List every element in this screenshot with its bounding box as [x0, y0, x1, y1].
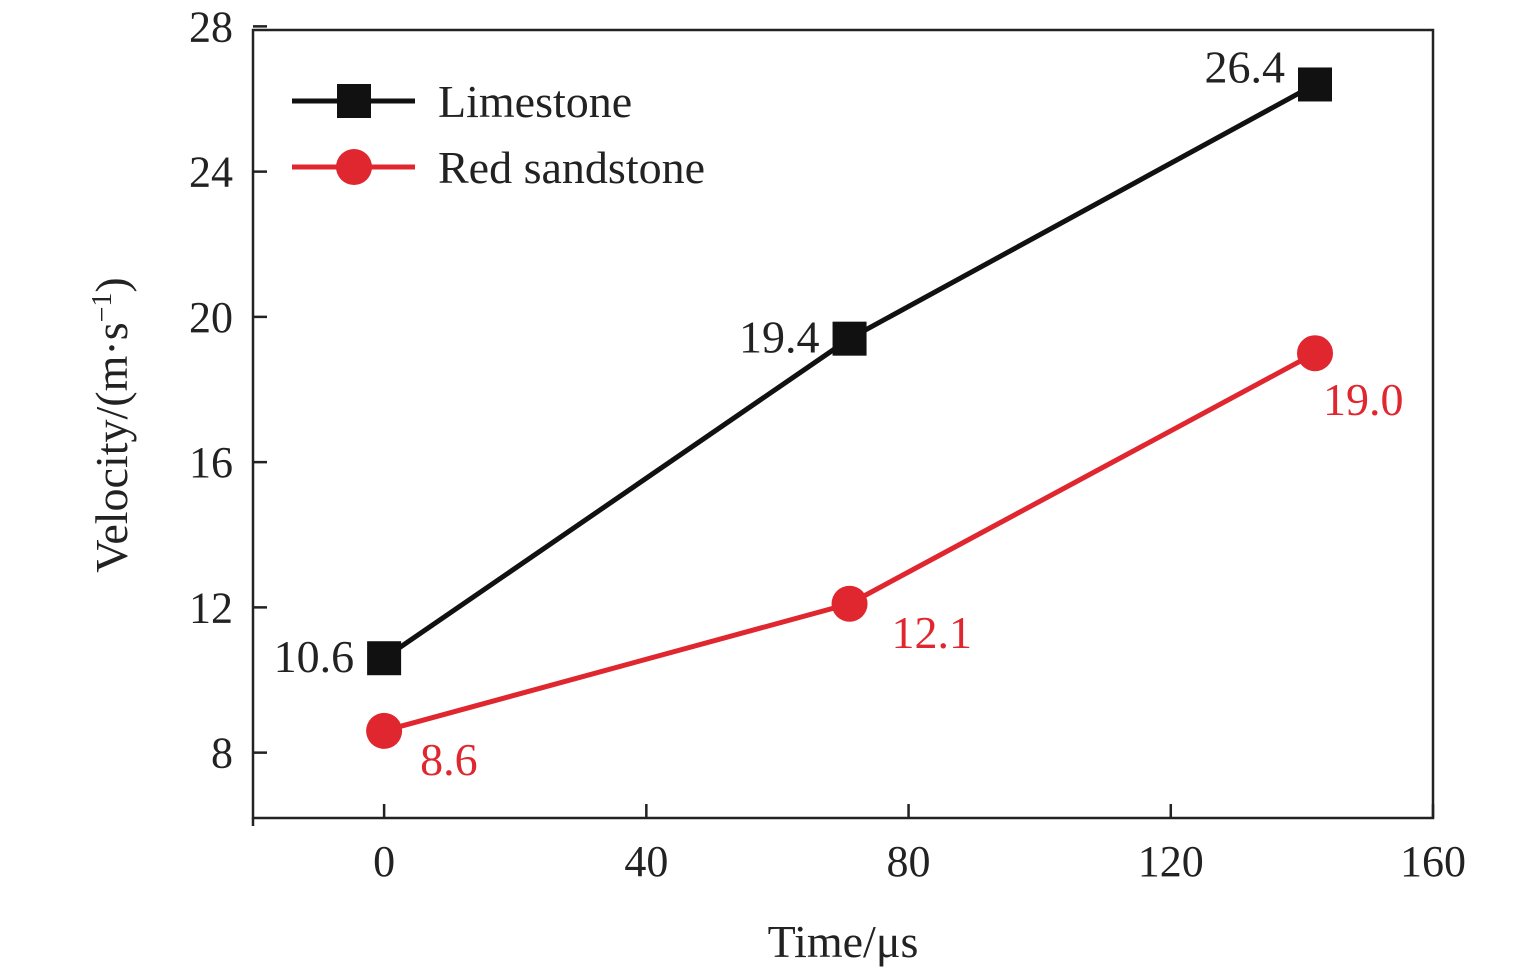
data-label: 19.4 [739, 312, 820, 363]
series-layer [366, 67, 1333, 749]
y-axis-title-main: Velocity/(m·s [86, 322, 137, 572]
data-point-marker [366, 712, 403, 749]
y-axis-title-close: ) [86, 277, 137, 292]
plot-frame [251, 28, 1435, 820]
data-label: 26.4 [1205, 41, 1286, 92]
y-axis-ticks: 8 12 16 20 24 28 [189, 2, 267, 778]
x-axis-ticks: 0 40 80 120 160 [251, 804, 1466, 886]
x-tick-label: 120 [1138, 837, 1204, 886]
data-point-marker [367, 641, 402, 676]
data-labels: 10.6 19.4 26.4 8.6 12.1 19.0 [274, 41, 1404, 784]
series-line-red-sandstone [383, 350, 1317, 734]
y-tick-label: 28 [189, 2, 233, 51]
y-tick-label: 16 [189, 438, 233, 487]
y-tick-label: 20 [189, 293, 233, 342]
data-point-marker [831, 585, 868, 622]
y-tick-label: 12 [189, 583, 233, 632]
y-tick-label: 24 [189, 148, 233, 197]
legend: Limestone Red sandstone [292, 76, 705, 193]
legend-marker [336, 149, 372, 185]
x-axis-title: Time/μs [768, 916, 919, 967]
data-point-marker [1298, 67, 1332, 102]
x-tick-label: 80 [887, 837, 931, 886]
data-label: 12.1 [892, 607, 973, 658]
legend-label: Red sandstone [438, 142, 705, 193]
y-axis-title: Velocity/(m·s−1) [86, 277, 137, 573]
x-tick-label: 160 [1400, 837, 1466, 886]
data-label: 10.6 [274, 631, 355, 682]
x-tick-label: 0 [373, 837, 395, 886]
data-label: 8.6 [420, 734, 478, 785]
y-axis-title-superscript: −1 [87, 293, 118, 323]
data-label: 19.0 [1323, 374, 1404, 425]
data-point-marker [1297, 335, 1333, 372]
legend-label: Limestone [438, 76, 632, 127]
legend-marker [337, 84, 371, 118]
data-point-marker [832, 321, 867, 356]
x-tick-label: 40 [624, 837, 668, 886]
y-tick-label: 8 [211, 729, 233, 778]
